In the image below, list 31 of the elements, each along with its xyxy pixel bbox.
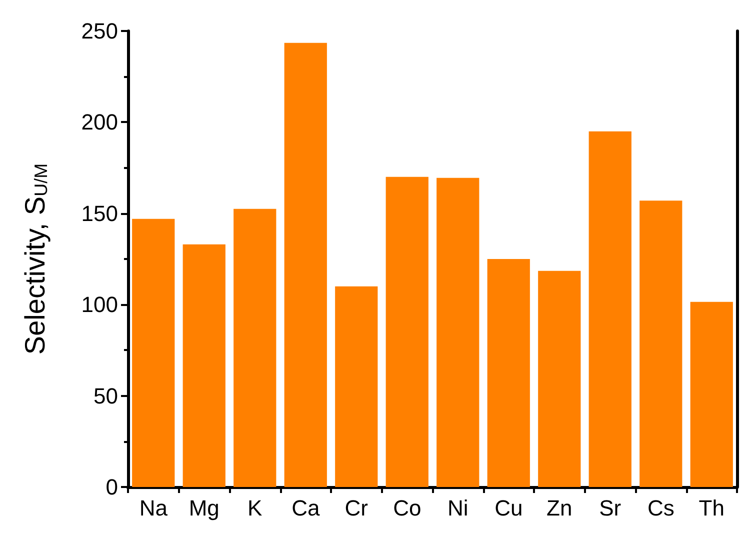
- x-tick-label: Cs: [647, 496, 674, 520]
- y-tick-label: 200: [81, 110, 118, 135]
- x-tick-label: Ni: [447, 496, 468, 520]
- y-tick-label: 100: [81, 292, 118, 318]
- x-tick-label: Zn: [546, 496, 572, 520]
- bar: [690, 302, 733, 487]
- x-tick-label: Mg: [188, 496, 220, 520]
- y-tick-label: 50: [94, 383, 118, 408]
- x-tick-label: Ca: [292, 496, 320, 520]
- bar: [182, 244, 226, 487]
- x-tick-label: Na: [139, 496, 168, 520]
- y-tick-label: 250: [81, 18, 118, 44]
- y-tick-label: 0: [106, 474, 118, 500]
- y-tick-label: 150: [81, 200, 118, 226]
- y-axis-title: Selectivity, SU/M: [20, 163, 51, 355]
- bar: [386, 176, 428, 487]
- bar: [132, 218, 175, 487]
- bar: [487, 259, 530, 487]
- x-tick-label: Th: [698, 496, 724, 520]
- bar: [640, 200, 682, 487]
- x-tick-label: Sr: [599, 496, 622, 520]
- bar: [436, 178, 480, 487]
- x-tick-label: K: [248, 496, 263, 520]
- x-tick-label: Cr: [344, 496, 368, 520]
- bar: [538, 270, 581, 487]
- x-tick-label: Cu: [494, 496, 523, 520]
- bar: [284, 42, 327, 487]
- bar: [335, 286, 378, 487]
- bar: [588, 131, 632, 487]
- x-tick-label: Co: [393, 496, 422, 520]
- bar: [234, 208, 276, 487]
